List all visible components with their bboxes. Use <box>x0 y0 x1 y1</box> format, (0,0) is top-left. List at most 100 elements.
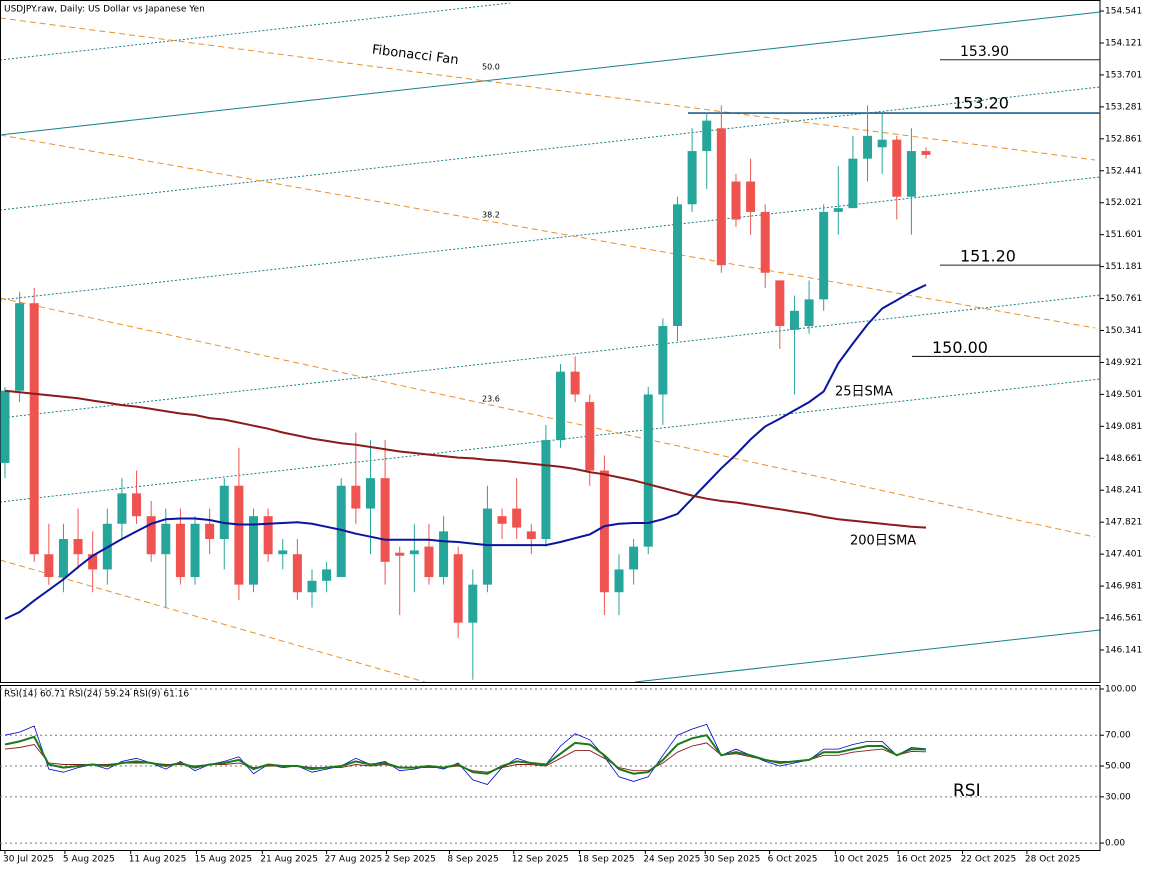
x-tick-label: 16 Oct 2025 <box>896 855 952 865</box>
candle-body <box>307 580 317 593</box>
candle-body <box>161 523 171 555</box>
channel-dotted <box>0 294 1101 419</box>
y-tick-label: 152.441 <box>1105 166 1142 176</box>
candle-body <box>175 523 185 578</box>
candle-body <box>731 181 741 220</box>
candle-body <box>921 151 931 155</box>
x-tick-label: 24 Sep 2025 <box>643 855 700 865</box>
x-tick-label: 6 Oct 2025 <box>768 855 818 865</box>
candle-body <box>687 151 697 205</box>
candle-body <box>702 120 712 152</box>
candle-body <box>453 554 463 623</box>
candle-body <box>424 546 434 578</box>
candle-body <box>541 440 551 539</box>
candle-body <box>906 151 916 197</box>
y-tick-label: 148.241 <box>1105 486 1142 496</box>
channel-dotted <box>0 86 1101 211</box>
main-frame <box>0 0 1101 683</box>
y-tick-label: 146.141 <box>1105 645 1142 655</box>
x-tick-label: 28 Oct 2025 <box>1025 855 1081 865</box>
candle-body <box>380 478 390 562</box>
candle-body <box>863 135 873 159</box>
annotation: 38.2 <box>482 211 500 220</box>
candle-body <box>760 211 770 273</box>
candle-body <box>775 280 785 327</box>
candle-body <box>278 550 288 555</box>
y-tick-label: 154.541 <box>1105 7 1142 17</box>
x-tick-label: 18 Sep 2025 <box>578 855 635 865</box>
y-tick-label: 147.821 <box>1105 518 1142 528</box>
candle-body <box>468 584 478 623</box>
rsi-line <box>4 734 927 775</box>
candle-body <box>848 158 858 209</box>
candle-body <box>833 208 843 212</box>
candle-body <box>0 390 10 463</box>
x-tick-label: 12 Sep 2025 <box>512 855 569 865</box>
candle-body <box>585 402 595 471</box>
y-tick-label: 50.00 <box>1105 762 1131 772</box>
candle-body <box>570 371 580 395</box>
level-label: 151.20 <box>960 247 1016 266</box>
sma-label: 200日SMA <box>850 534 916 549</box>
y-tick-label: 149.501 <box>1105 390 1142 400</box>
x-tick-label: 15 Aug 2025 <box>194 855 252 865</box>
channel-line <box>0 11 1101 136</box>
candle-body <box>263 516 273 555</box>
rsi-frame <box>0 685 1101 851</box>
candle-body <box>336 485 346 578</box>
candle-body <box>629 546 639 570</box>
x-tick-label: 11 Aug 2025 <box>129 855 187 865</box>
y-tick-label: 149.921 <box>1105 358 1142 368</box>
y-tick-label: 0.00 <box>1105 839 1125 849</box>
y-tick-label: 146.561 <box>1105 614 1142 624</box>
candle-body <box>249 516 259 585</box>
fib-fan-line <box>0 559 426 683</box>
candle-body <box>351 485 361 509</box>
candle-body <box>132 493 142 517</box>
candle-body <box>556 371 566 441</box>
rsi-line <box>4 723 927 785</box>
x-tick-label: 8 Sep 2025 <box>447 855 498 865</box>
x-tick-label: 27 Aug 2025 <box>325 855 383 865</box>
y-tick-label: 100.00 <box>1105 685 1137 695</box>
candle-body <box>322 569 332 581</box>
channel-dotted <box>0 2 511 61</box>
annotation: RSI <box>953 781 981 801</box>
candle-body <box>190 523 200 578</box>
candle-body <box>746 181 756 212</box>
candle-body <box>892 139 902 197</box>
candle-body <box>497 516 507 524</box>
y-tick-label: 153.281 <box>1105 102 1142 112</box>
candle-body <box>526 531 536 539</box>
candle-body <box>716 128 726 266</box>
channel-dotted <box>0 176 1101 301</box>
candle-body <box>234 485 244 585</box>
x-tick-label: 2 Sep 2025 <box>385 855 436 865</box>
y-tick-label: 153.701 <box>1105 70 1142 80</box>
channel-line <box>634 629 1101 683</box>
candle-body <box>819 211 829 300</box>
candle-body <box>292 554 302 593</box>
candle-body <box>482 508 492 585</box>
fib-fan-line <box>0 134 1096 329</box>
candle-body <box>395 552 405 556</box>
y-tick-label: 30.00 <box>1105 792 1131 802</box>
y-tick-label: 70.00 <box>1105 731 1131 741</box>
y-tick-label: 154.121 <box>1105 38 1142 48</box>
fib-fan-line <box>0 17 1096 161</box>
candle-body <box>614 569 624 593</box>
fib-fan-line <box>0 297 1096 538</box>
candle-body <box>439 531 449 578</box>
candle-body <box>44 554 54 578</box>
chart-title: USDJPY.raw, Daily: US Dollar vs Japanese… <box>4 5 205 15</box>
candle-body <box>29 303 39 555</box>
x-tick-label: 22 Oct 2025 <box>961 855 1017 865</box>
x-tick-label: 30 Jul 2025 <box>3 855 54 865</box>
candle-body <box>219 485 229 539</box>
x-tick-label: 30 Sep 2025 <box>703 855 760 865</box>
candle-body <box>15 303 25 391</box>
candle-body <box>789 310 799 330</box>
y-tick-label: 149.081 <box>1105 422 1142 432</box>
